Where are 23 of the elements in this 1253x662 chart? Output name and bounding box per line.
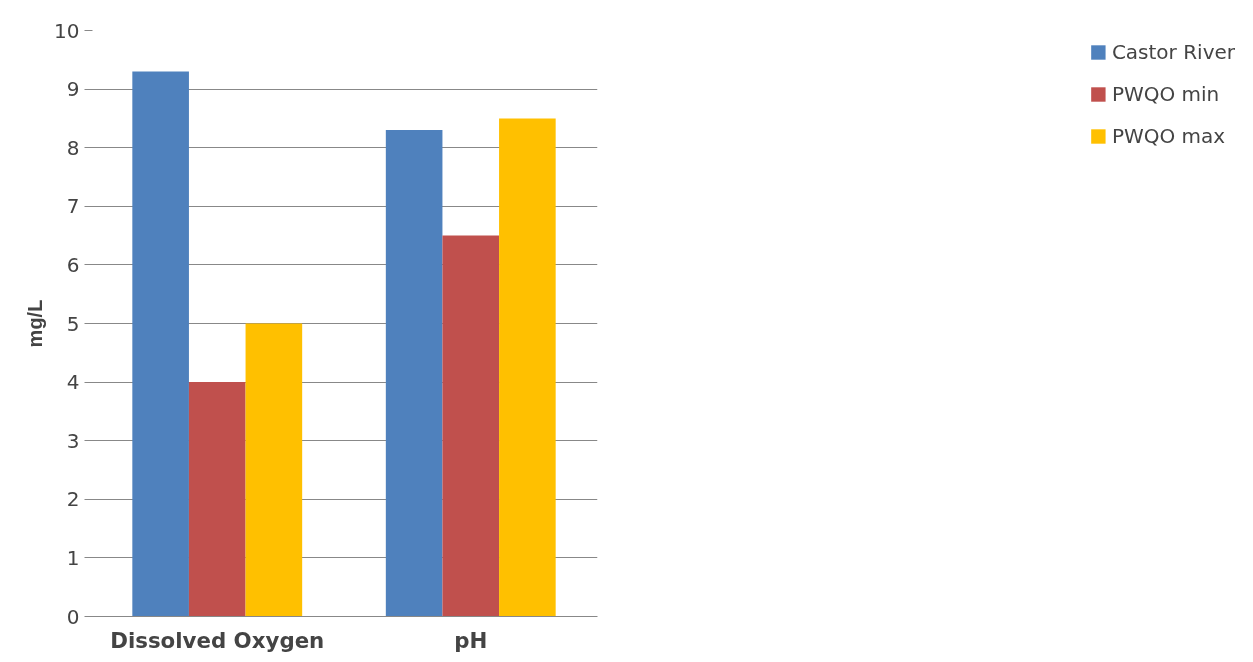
y-tick-label: 10	[54, 18, 80, 43]
y-tick-label: 1	[66, 545, 80, 570]
y-tick-label: 9	[66, 77, 80, 102]
y-tick-label: 4	[66, 370, 80, 395]
legend-label: Castor River	[1111, 40, 1235, 64]
y-tick-label: 5	[66, 311, 80, 336]
bar	[188, 382, 246, 617]
bar	[245, 323, 303, 617]
y-tick-label: 8	[66, 135, 80, 160]
bar	[385, 130, 443, 617]
bar	[499, 118, 556, 617]
y-tick-label: 0	[66, 604, 80, 629]
x-tick-label: Dissolved Oxygen	[110, 627, 325, 653]
bar	[132, 71, 189, 617]
y-tick-label: 3	[66, 428, 80, 453]
y-tick-label: 6	[66, 252, 80, 277]
y-tick-label: 7	[66, 194, 80, 219]
legend-label: PWQO max	[1111, 124, 1226, 148]
bar	[442, 235, 500, 617]
y-axis-title: mg/L	[24, 299, 47, 348]
legend-label: PWQO min	[1111, 82, 1220, 106]
x-tick-label: pH	[454, 627, 488, 653]
y-tick-label: 2	[66, 487, 80, 512]
